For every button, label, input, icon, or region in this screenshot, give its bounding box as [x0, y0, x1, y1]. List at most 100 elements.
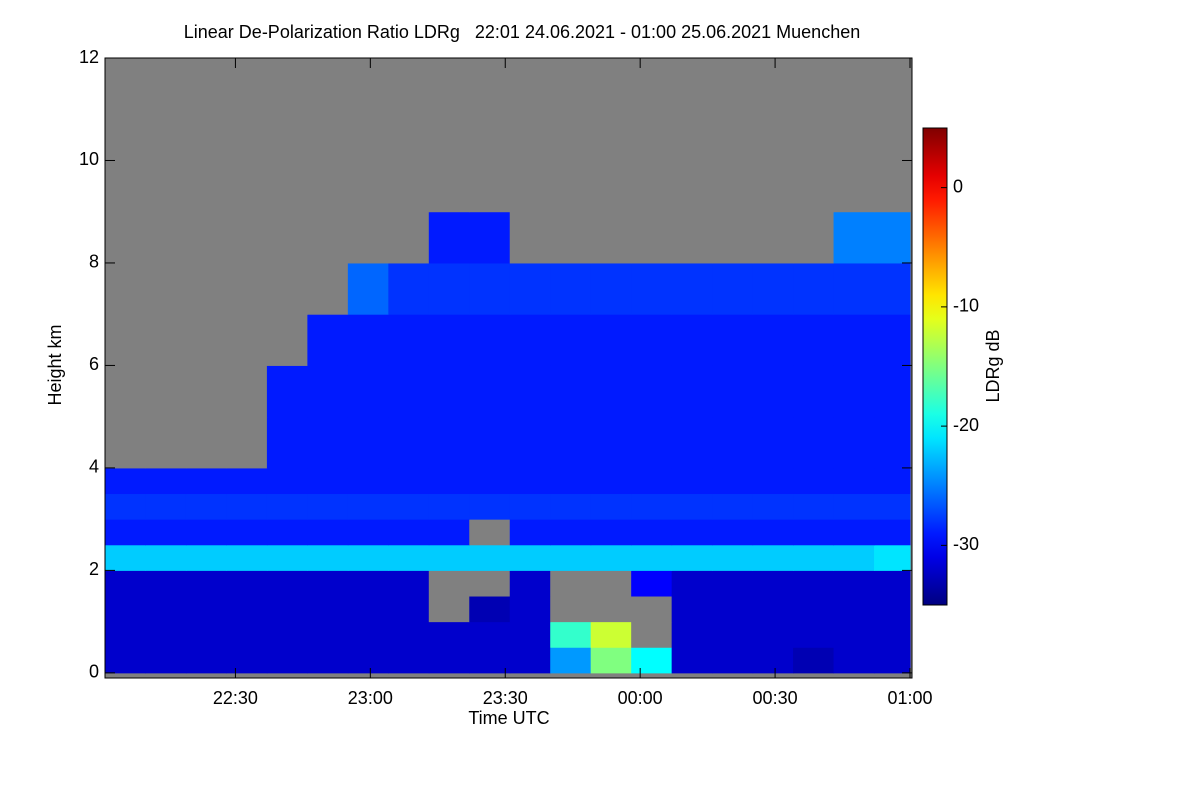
y-tick-label: 0	[89, 662, 99, 682]
heatmap-cell	[671, 467, 713, 495]
heatmap-cell	[469, 647, 511, 674]
heatmap-cell	[874, 596, 911, 623]
heatmap-cell	[266, 544, 308, 571]
heatmap-cell	[833, 621, 875, 648]
heatmap-cell	[712, 211, 754, 264]
heatmap-cell	[550, 58, 592, 213]
heatmap-cell	[712, 596, 754, 623]
colorbar-label: LDRg dB	[983, 329, 1003, 402]
heatmap-cell	[145, 211, 187, 264]
heatmap-cell	[752, 493, 794, 520]
heatmap-cell	[428, 519, 470, 546]
heatmap-cell	[105, 544, 146, 571]
heatmap-cell	[469, 544, 511, 571]
heatmap-cell	[833, 467, 875, 495]
colorbar-tick-label: -20	[953, 415, 979, 435]
heatmap-cell	[226, 211, 268, 264]
heatmap-cell	[105, 596, 146, 623]
heatmap-cell	[671, 416, 713, 469]
heatmap-cell	[874, 365, 911, 418]
heatmap-cell	[550, 596, 592, 623]
heatmap-cell	[631, 570, 673, 597]
heatmap-cell	[347, 519, 389, 546]
y-tick-label: 12	[79, 47, 99, 67]
heatmap-cell	[793, 544, 835, 571]
heatmap-cell	[833, 493, 875, 520]
heatmap-cell	[590, 596, 632, 623]
x-tick-label: 01:00	[887, 688, 932, 708]
heatmap-cell	[712, 647, 754, 674]
heatmap-cell	[752, 570, 794, 597]
heatmap-cell	[105, 58, 146, 213]
heatmap-cell	[671, 365, 713, 418]
heatmap-cell	[307, 647, 349, 674]
heatmap-cell	[550, 416, 592, 469]
heatmap-cell	[793, 493, 835, 520]
heatmap-cell	[469, 211, 511, 264]
heatmap-cell	[752, 416, 794, 469]
heatmap-cell	[307, 365, 349, 418]
y-tick-label: 4	[89, 457, 99, 477]
heatmap-cell	[185, 596, 227, 623]
heatmap-cell	[752, 262, 794, 315]
x-tick-label: 00:30	[753, 688, 798, 708]
heatmap-cell	[590, 467, 632, 495]
heatmap-cell	[631, 493, 673, 520]
heatmap-cell	[590, 262, 632, 315]
heatmap-cell	[469, 621, 511, 648]
heatmap-cell	[509, 647, 551, 674]
heatmap-cell	[752, 621, 794, 648]
heatmap-cell	[347, 493, 389, 520]
heatmap-cell	[793, 262, 835, 315]
heatmap-cell	[590, 365, 632, 418]
heatmap-cell	[509, 211, 551, 264]
heatmap-cell	[712, 493, 754, 520]
heatmap-cell	[550, 365, 592, 418]
heatmap-cell	[185, 262, 227, 315]
heatmap-cell	[469, 467, 511, 495]
heatmap-cell	[752, 467, 794, 495]
heatmap-cell	[428, 314, 470, 366]
heatmap-cell	[347, 314, 389, 366]
x-tick-label: 23:00	[348, 688, 393, 708]
heatmap-cell	[833, 570, 875, 597]
heatmap-cell	[550, 544, 592, 571]
heatmap-cell	[428, 467, 470, 495]
heatmap-cell	[712, 58, 754, 213]
heatmap-cell	[145, 365, 187, 418]
heatmap-cell	[752, 365, 794, 418]
heatmap-cell	[307, 544, 349, 571]
heatmap-cell	[347, 621, 389, 648]
y-tick-label: 10	[79, 149, 99, 169]
heatmap-cell	[105, 211, 146, 264]
heatmap-cell	[347, 544, 389, 571]
heatmap-cell	[388, 262, 430, 315]
heatmap-cell	[793, 596, 835, 623]
heatmap-cell	[185, 58, 227, 213]
heatmap-cell	[185, 570, 227, 597]
heatmap-cell	[226, 621, 268, 648]
heatmap-cell	[874, 570, 911, 597]
heatmap-cell	[752, 314, 794, 366]
plot-frame	[104, 57, 913, 679]
heatmap-cell	[388, 519, 430, 546]
heatmap-cell	[266, 58, 308, 213]
heatmap-cell	[388, 493, 430, 520]
heatmap-cell	[105, 570, 146, 597]
y-tick-label: 2	[89, 559, 99, 579]
heatmap-cell	[590, 493, 632, 520]
heatmap-cell	[590, 621, 632, 648]
heatmap-cell	[307, 416, 349, 469]
heatmap-cell	[469, 314, 511, 366]
x-axis-label: Time UTC	[468, 708, 549, 728]
heatmap-cell	[145, 262, 187, 315]
heatmap-cell	[105, 493, 146, 520]
heatmap-cell	[105, 519, 146, 546]
heatmap-cell	[631, 544, 673, 571]
chart-title: Linear De-Polarization Ratio LDRg 22:01 …	[184, 22, 860, 42]
heatmap-cell	[105, 647, 146, 674]
heatmap-cell	[226, 647, 268, 674]
heatmap-cell	[509, 416, 551, 469]
heatmap-cell	[469, 365, 511, 418]
